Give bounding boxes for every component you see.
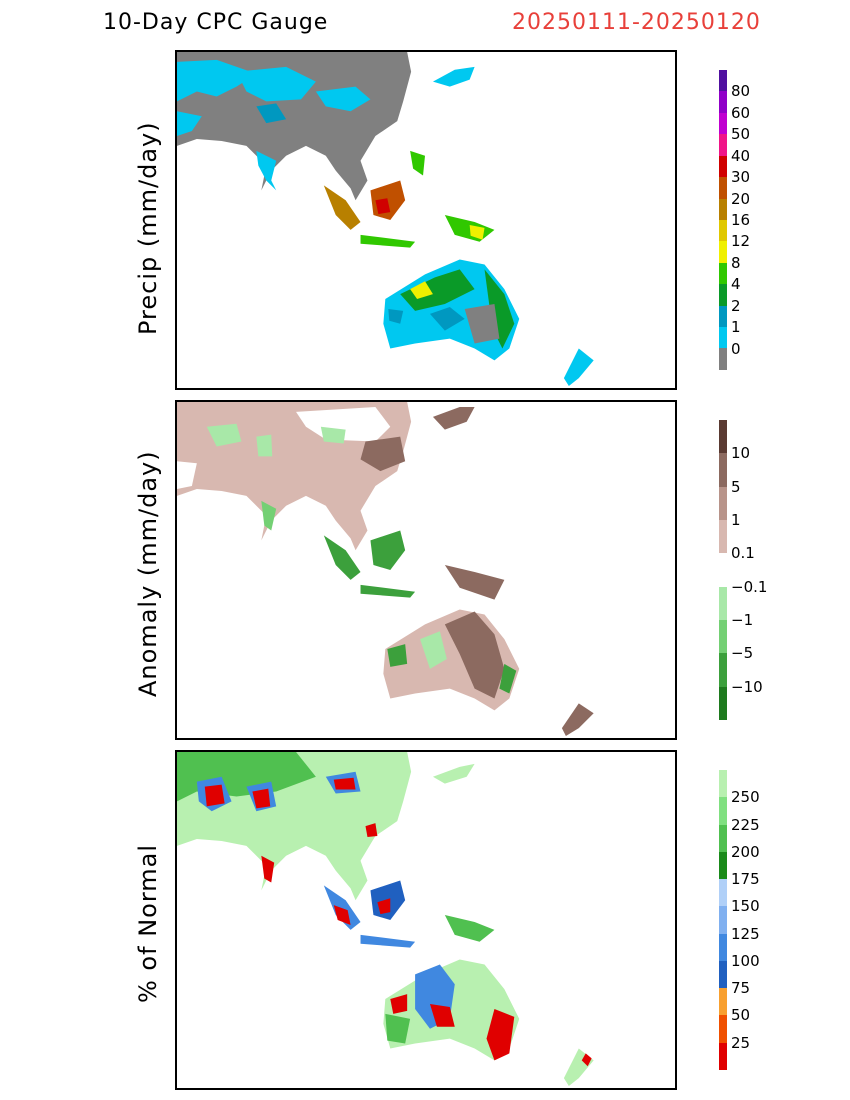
colorbar-segment xyxy=(719,198,727,220)
colorbar-label: 50 xyxy=(731,125,751,144)
precip-ylabel: Precip (mm/day) xyxy=(134,121,162,335)
colorbar-label: 100 xyxy=(731,951,760,970)
colorbar-segment xyxy=(719,284,727,306)
colorbar-segment xyxy=(719,348,727,370)
colorbar-label: 12 xyxy=(731,232,751,251)
anomaly-colorbar xyxy=(719,420,727,720)
colorbar-label: −10 xyxy=(731,677,763,696)
colorbar-label: −1 xyxy=(731,611,754,629)
colorbar-label: 80 xyxy=(731,82,751,101)
colorbar-label: 30 xyxy=(731,168,751,187)
colorbar-segment xyxy=(719,851,727,880)
colorbar-label: 5 xyxy=(731,477,741,496)
colorbar-label: 16 xyxy=(731,211,751,229)
colorbar-label: 25 xyxy=(731,1033,751,1052)
colorbar-label: 150 xyxy=(731,897,760,916)
colorbar-label: 175 xyxy=(731,870,760,889)
colorbar-label: 20 xyxy=(731,189,751,208)
anomaly-map xyxy=(175,400,677,740)
colorbar-segment xyxy=(719,824,727,852)
colorbar-segment xyxy=(719,797,727,825)
colorbar-segment xyxy=(719,960,727,989)
percent-colorbar xyxy=(719,770,727,1070)
colorbar-segment xyxy=(719,988,727,1016)
colorbar-segment xyxy=(719,177,727,199)
colorbar-segment xyxy=(719,112,727,135)
colorbar-segment xyxy=(719,619,727,654)
colorbar-label: 250 xyxy=(731,788,760,807)
colorbar-segment xyxy=(719,70,727,92)
colorbar-segment xyxy=(719,262,727,285)
colorbar-segment xyxy=(719,327,727,349)
colorbar-segment xyxy=(719,241,727,263)
colorbar-segment xyxy=(719,686,727,720)
colorbar-label: 60 xyxy=(731,103,751,122)
colorbar-segment xyxy=(719,453,727,487)
colorbar-label: 1 xyxy=(731,318,741,337)
colorbar-segment xyxy=(719,134,727,156)
colorbar-label: 200 xyxy=(731,842,760,861)
colorbar-segment xyxy=(719,420,727,454)
colorbar-segment xyxy=(719,219,727,242)
colorbar-segment xyxy=(719,770,727,798)
page-title: 10-Day CPC Gauge xyxy=(103,10,329,35)
colorbar-segment xyxy=(719,933,727,961)
colorbar-label: 0.1 xyxy=(731,544,755,563)
precip-colorbar xyxy=(719,70,727,370)
colorbar-label: 0 xyxy=(731,339,741,358)
colorbar-segment xyxy=(719,906,727,934)
colorbar-segment xyxy=(719,586,727,620)
percent-map xyxy=(175,750,677,1090)
percent-land xyxy=(177,752,594,1087)
anomaly-land xyxy=(177,402,594,737)
colorbar-segment xyxy=(719,1042,727,1070)
date-range: 20250111-20250120 xyxy=(512,10,761,35)
colorbar-label: 10 xyxy=(731,444,751,463)
colorbar-segment xyxy=(719,519,727,554)
colorbar-label: −5 xyxy=(731,644,754,663)
colorbar-segment xyxy=(719,305,727,328)
colorbar-segment xyxy=(719,653,727,687)
colorbar-label: 1 xyxy=(731,511,741,529)
colorbar-label: 2 xyxy=(731,296,741,315)
anomaly-ylabel: Anomaly (mm/day) xyxy=(134,450,162,697)
precip-map xyxy=(175,50,677,390)
colorbar-label: 50 xyxy=(731,1006,751,1025)
colorbar-segment xyxy=(719,879,727,907)
colorbar-segment xyxy=(719,486,727,520)
colorbar-label: 75 xyxy=(731,979,751,998)
colorbar-segment xyxy=(719,553,727,587)
colorbar-label: 40 xyxy=(731,146,751,165)
precip-land xyxy=(177,52,594,387)
colorbar-segment xyxy=(719,155,727,178)
colorbar-label: 225 xyxy=(731,815,760,834)
percent-ylabel: % of Normal xyxy=(134,843,162,1003)
colorbar-label: −0.1 xyxy=(731,577,768,596)
colorbar-label: 8 xyxy=(731,253,741,272)
colorbar-segment xyxy=(719,91,727,113)
colorbar-label: 4 xyxy=(731,275,741,294)
colorbar-label: 125 xyxy=(731,924,760,943)
colorbar-segment xyxy=(719,1015,727,1043)
